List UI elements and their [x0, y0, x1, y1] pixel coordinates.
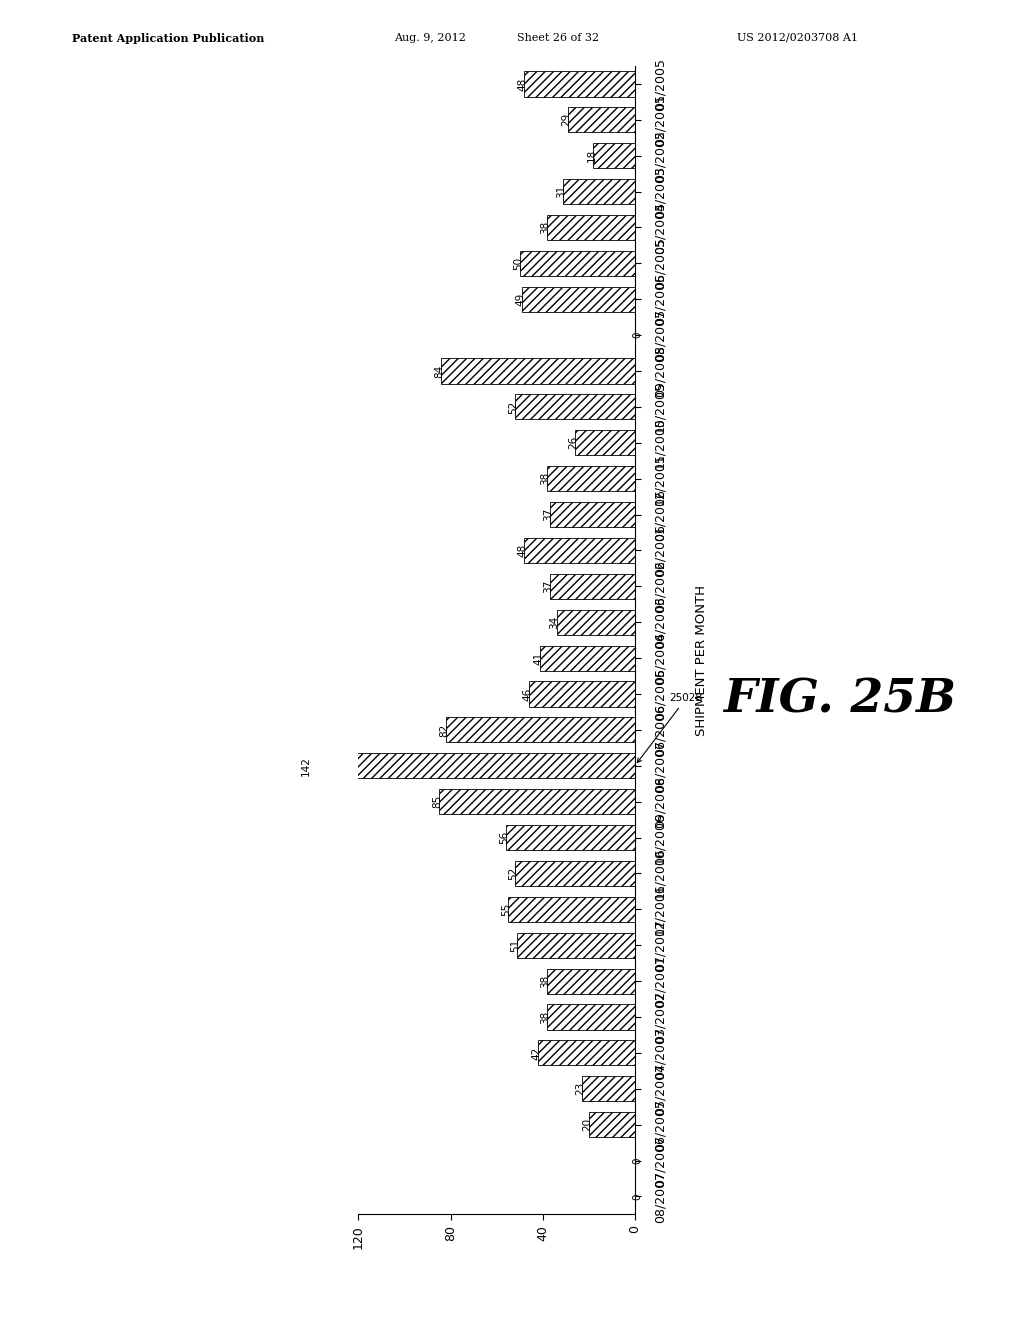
- Text: 48: 48: [517, 78, 527, 91]
- Text: SHIPMENT PER MONTH: SHIPMENT PER MONTH: [695, 585, 708, 735]
- Text: 52: 52: [508, 400, 518, 413]
- Text: 0: 0: [633, 331, 643, 338]
- Text: US 2012/0203708 A1: US 2012/0203708 A1: [737, 33, 858, 44]
- Bar: [547, 1005, 635, 1030]
- Bar: [441, 359, 635, 384]
- Text: 142: 142: [301, 756, 311, 776]
- Bar: [557, 610, 635, 635]
- Bar: [446, 717, 635, 742]
- Text: 49: 49: [515, 293, 525, 306]
- Bar: [547, 969, 635, 994]
- Text: FIG. 25B: FIG. 25B: [723, 677, 956, 722]
- Text: 20: 20: [582, 1118, 592, 1131]
- Text: 50: 50: [513, 257, 523, 271]
- Text: 82: 82: [439, 723, 450, 737]
- Text: 34: 34: [550, 615, 560, 628]
- Text: 18: 18: [587, 149, 597, 162]
- Text: Patent Application Publication: Patent Application Publication: [72, 33, 264, 44]
- Text: 48: 48: [517, 544, 527, 557]
- Bar: [506, 825, 635, 850]
- Text: 31: 31: [557, 185, 566, 198]
- Bar: [568, 107, 635, 132]
- Text: 55: 55: [502, 903, 511, 916]
- Bar: [528, 681, 635, 706]
- Bar: [515, 861, 635, 886]
- Bar: [575, 430, 635, 455]
- Text: Sheet 26 of 32: Sheet 26 of 32: [517, 33, 599, 44]
- Bar: [582, 1076, 635, 1101]
- Text: 38: 38: [541, 1010, 551, 1023]
- Bar: [547, 466, 635, 491]
- Text: 37: 37: [543, 508, 553, 521]
- Bar: [547, 215, 635, 240]
- Text: 37: 37: [543, 579, 553, 593]
- Text: 46: 46: [522, 688, 532, 701]
- Bar: [539, 1040, 635, 1065]
- Bar: [439, 789, 635, 814]
- Text: 51: 51: [510, 939, 520, 952]
- Text: 26: 26: [568, 436, 579, 449]
- Text: 38: 38: [541, 473, 551, 486]
- Bar: [517, 933, 635, 958]
- Text: 85: 85: [432, 795, 442, 808]
- Bar: [563, 180, 635, 205]
- Text: 29: 29: [561, 114, 571, 127]
- Bar: [524, 539, 635, 564]
- Bar: [307, 754, 635, 779]
- Text: 0: 0: [633, 1193, 643, 1200]
- Bar: [594, 143, 635, 168]
- Bar: [589, 1113, 635, 1138]
- Text: 41: 41: [534, 652, 544, 665]
- Text: 42: 42: [531, 1047, 542, 1060]
- Bar: [524, 71, 635, 96]
- Bar: [522, 286, 635, 312]
- Text: 23: 23: [575, 1082, 585, 1096]
- Text: Aug. 9, 2012: Aug. 9, 2012: [394, 33, 466, 44]
- Text: 2502B: 2502B: [637, 693, 702, 763]
- Text: 38: 38: [541, 974, 551, 987]
- Bar: [550, 502, 635, 527]
- Bar: [508, 896, 635, 921]
- Bar: [519, 251, 635, 276]
- Text: 0: 0: [633, 1158, 643, 1164]
- Text: 52: 52: [508, 867, 518, 880]
- Bar: [541, 645, 635, 671]
- Text: 84: 84: [434, 364, 444, 378]
- Bar: [550, 574, 635, 599]
- Bar: [515, 395, 635, 420]
- Text: 56: 56: [499, 832, 509, 845]
- Text: 38: 38: [541, 220, 551, 234]
